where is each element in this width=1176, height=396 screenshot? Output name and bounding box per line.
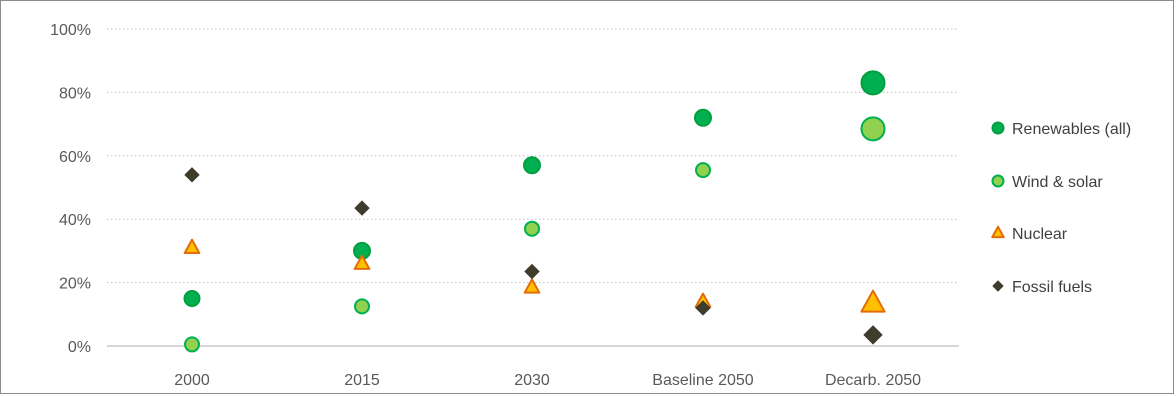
- data-point-nuclear: [183, 238, 201, 255]
- legend: Renewables (all) Wind & solar Nuclear Fossi…: [991, 121, 1131, 296]
- x-tick-label: Decarb. 2050: [825, 372, 921, 389]
- data-point-wind-solar: [524, 220, 540, 237]
- series-renewables-all: [183, 70, 886, 307]
- data-point-nuclear: [353, 254, 371, 270]
- legend-marker-fossil-fuels: [992, 280, 1004, 292]
- y-tick-label: 20%: [59, 276, 91, 293]
- data-point-renewables-all: [183, 289, 201, 307]
- series-nuclear: [183, 238, 886, 313]
- data-point-fossil-fuels: [524, 263, 540, 280]
- y-tick-label: 100%: [50, 22, 91, 39]
- legend-marker-nuclear: [991, 225, 1005, 239]
- legend-item-renewables-all: Renewables (all): [991, 121, 1131, 138]
- x-tick-label: 2000: [174, 372, 210, 389]
- legend-label: Fossil fuels: [1012, 279, 1092, 296]
- data-point-fossil-fuels: [354, 200, 370, 216]
- y-tick-label: 40%: [59, 212, 91, 229]
- data-point-fossil-fuels: [184, 167, 200, 183]
- series-fossil-fuels: [184, 167, 883, 345]
- y-tick-label: 60%: [59, 149, 91, 166]
- series-wind-solar: [184, 116, 886, 353]
- gridlines: [107, 28, 959, 347]
- legend-marker-renewables-all: [991, 121, 1005, 135]
- legend-marker-wind-solar: [991, 174, 1005, 188]
- data-point-wind-solar: [184, 336, 200, 353]
- legend-label: Renewables (all): [1012, 121, 1131, 138]
- legend-item-wind-solar: Wind & solar: [991, 174, 1103, 191]
- legend-item-nuclear: Nuclear: [991, 225, 1068, 243]
- data-point-renewables-all: [694, 108, 712, 127]
- data-point-renewables-all: [860, 70, 886, 96]
- data-point-nuclear: [860, 289, 886, 313]
- data-point-wind-solar: [695, 162, 711, 179]
- data-point-nuclear: [523, 278, 541, 294]
- data-point-wind-solar: [354, 298, 370, 315]
- data-point-wind-solar: [860, 116, 886, 142]
- data-point-renewables-all: [523, 156, 541, 175]
- data-points: [183, 70, 886, 353]
- data-point-fossil-fuels: [863, 325, 883, 345]
- y-axis-ticks: 0% 20% 40% 60% 80% 100%: [50, 22, 91, 356]
- x-axis-ticks: 2000 2015 2030 Baseline 2050 Decarb. 2050: [174, 372, 921, 389]
- y-tick-label: 80%: [59, 85, 91, 102]
- x-tick-label: Baseline 2050: [652, 372, 754, 389]
- legend-label: Wind & solar: [1012, 174, 1103, 191]
- data-point-fossil-fuels: [695, 300, 711, 316]
- x-tick-label: 2015: [344, 372, 380, 389]
- x-tick-label: 2030: [514, 372, 550, 389]
- legend-label: Nuclear: [1012, 226, 1068, 243]
- legend-item-fossil-fuels: Fossil fuels: [992, 279, 1092, 296]
- y-tick-label: 0%: [68, 339, 91, 356]
